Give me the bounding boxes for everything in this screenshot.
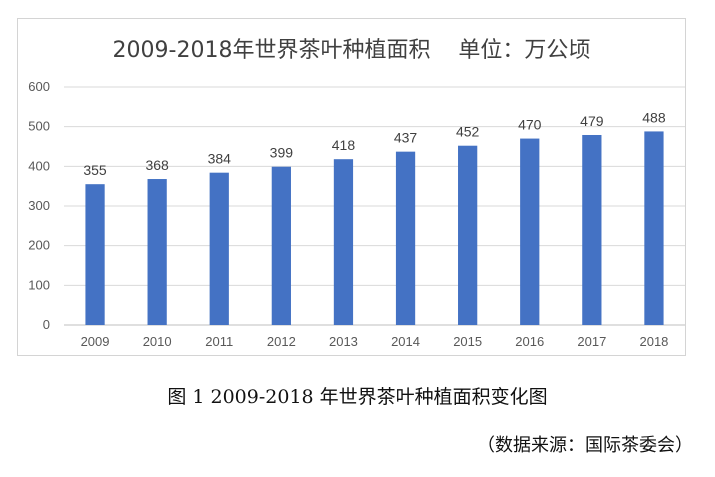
x-tick-label: 2017 (577, 334, 606, 349)
bar (458, 145, 478, 325)
x-axis: 2009 2010 2011 2012 2013 2014 2015 2016 2017 2018 (81, 334, 669, 349)
chart-frame: 2009-2018年世界茶叶种植面积 单位：万公顷 0 100 200 300 400 5… (17, 18, 686, 356)
x-tick-label: 2015 (453, 334, 482, 349)
bar (209, 172, 229, 325)
bar (582, 134, 602, 325)
gridlines (64, 86, 685, 326)
y-axis: 0 100 200 300 400 500 600 (28, 79, 50, 332)
x-tick-label: 2013 (329, 334, 358, 349)
data-label: 479 (580, 113, 604, 129)
data-label: 470 (518, 117, 542, 133)
data-label: 384 (208, 151, 232, 167)
x-tick-label: 2010 (143, 334, 172, 349)
bar (85, 184, 105, 325)
x-tick-label: 2009 (81, 334, 110, 349)
x-tick-label: 2016 (515, 334, 544, 349)
x-tick-label: 2014 (391, 334, 420, 349)
y-tick-label: 600 (28, 79, 50, 94)
bar (147, 179, 167, 325)
data-label: 399 (270, 145, 294, 161)
y-tick-label: 300 (28, 198, 50, 213)
bar (395, 151, 416, 325)
y-tick-label: 500 (28, 119, 50, 134)
bar-chart: 0 100 200 300 400 500 600 355 368 384 399 418 437 45… (28, 79, 685, 349)
x-tick-label: 2012 (267, 334, 296, 349)
x-tick-label: 2011 (205, 334, 233, 349)
bar (644, 131, 664, 325)
bar (333, 159, 354, 325)
bars: 355 368 384 399 418 437 452 470 479 488 (83, 109, 666, 325)
chart-title: 2009-2018年世界茶叶种植面积 单位：万公顷 (112, 38, 591, 63)
data-label: 368 (145, 157, 169, 173)
y-tick-label: 400 (28, 158, 50, 173)
figure-caption: 图 1 2009-2018 年世界茶叶种植面积变化图 (167, 386, 548, 408)
bar (520, 138, 540, 325)
data-label: 437 (394, 130, 418, 146)
x-tick-label: 2018 (639, 334, 668, 349)
y-tick-label: 200 (28, 238, 50, 253)
data-label: 488 (642, 109, 666, 125)
data-label: 452 (456, 124, 480, 140)
data-label: 355 (83, 162, 107, 178)
data-label: 418 (332, 137, 356, 153)
bar (271, 166, 291, 325)
data-source-note: （数据来源：国际茶委会） (477, 435, 693, 456)
y-tick-label: 0 (43, 317, 50, 332)
y-tick-label: 100 (28, 277, 50, 292)
